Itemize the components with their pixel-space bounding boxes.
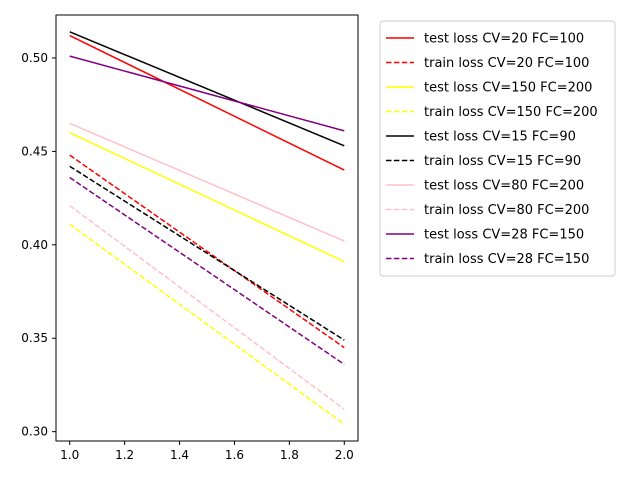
x-tick-label: 2.0 [335, 448, 354, 462]
series-line-2 [69, 154, 345, 349]
legend-box [379, 20, 616, 277]
series-line-9 [69, 55, 345, 132]
legend: test loss CV=20 FC=100 train loss CV=20 F… [379, 20, 616, 277]
legend-label-8: train loss CV=80 FC=200 [424, 203, 589, 218]
series-line-5 [69, 31, 345, 147]
legend-label-10: train loss CV=28 FC=150 [424, 252, 589, 267]
series-line-4 [69, 223, 345, 425]
series-line-3 [69, 132, 345, 263]
legend-label-6: train loss CV=15 FC=90 [424, 154, 581, 169]
x-tick-label: 1.2 [115, 448, 134, 462]
y-axis: 0.30 0.35 0.40 0.45 0.50 [21, 51, 56, 439]
x-tick-label: 1.6 [225, 448, 244, 462]
y-tick-label: 0.40 [21, 238, 48, 252]
y-tick-label: 0.30 [21, 425, 48, 439]
legend-label-5: test loss CV=15 FC=90 [424, 130, 576, 145]
legend-label-4: train loss CV=150 FC=200 [424, 105, 598, 120]
y-tick-label: 0.45 [21, 144, 48, 158]
series-line-7 [69, 122, 345, 242]
legend-label-9: test loss CV=28 FC=150 [424, 228, 584, 243]
x-tick-label: 1.8 [280, 448, 299, 462]
plot-frame [55, 14, 359, 442]
x-axis: 1.0 1.2 1.4 1.6 1.8 2.0 [60, 441, 354, 462]
legend-label-2: train loss CV=20 FC=100 [424, 56, 589, 71]
legend-label-3: test loss CV=150 FC=200 [424, 81, 592, 96]
legend-label-7: test loss CV=80 FC=200 [424, 179, 584, 194]
x-tick-label: 1.4 [170, 448, 189, 462]
series-line-1 [69, 34, 345, 171]
series-line-8 [69, 204, 345, 410]
series-line-6 [69, 165, 345, 341]
series-line-10 [69, 176, 345, 366]
y-tick-label: 0.35 [21, 331, 48, 345]
legend-label-1: test loss CV=20 FC=100 [424, 32, 584, 47]
y-tick-label: 0.50 [21, 51, 48, 65]
plot-lines [69, 31, 345, 425]
x-tick-label: 1.0 [60, 448, 79, 462]
